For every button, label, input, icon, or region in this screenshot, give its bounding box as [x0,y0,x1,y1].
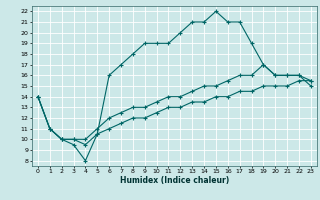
X-axis label: Humidex (Indice chaleur): Humidex (Indice chaleur) [120,176,229,185]
